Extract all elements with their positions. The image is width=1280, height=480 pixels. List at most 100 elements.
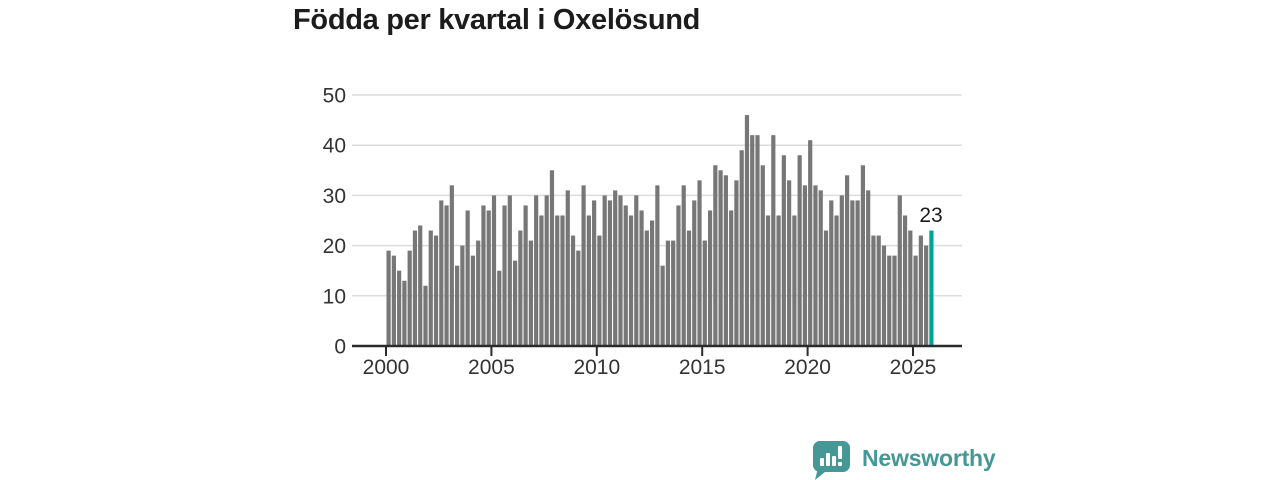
bar <box>576 250 581 346</box>
bar <box>829 200 834 346</box>
bar <box>787 180 792 346</box>
bar <box>534 195 539 346</box>
bar <box>555 215 560 346</box>
x-axis-tick-label: 2025 <box>890 356 937 379</box>
bar <box>744 115 750 346</box>
y-axis-tick-label: 20 <box>323 235 346 258</box>
bars <box>386 115 934 346</box>
bar <box>539 215 544 346</box>
bar <box>760 165 765 346</box>
bar <box>628 215 634 346</box>
newsworthy-logo-icon <box>813 441 850 480</box>
bar <box>412 230 418 346</box>
bar <box>581 185 586 346</box>
bar <box>476 240 481 346</box>
bar <box>528 240 533 346</box>
brand-name: Newsworthy <box>862 445 996 471</box>
bar <box>549 170 555 346</box>
bar <box>655 185 660 346</box>
bar <box>776 215 781 346</box>
bar <box>850 200 855 346</box>
bar <box>444 205 449 346</box>
bar <box>702 240 707 346</box>
bar <box>866 190 871 346</box>
y-axis-tick-label: 50 <box>323 85 346 108</box>
x-axis-tick-label: 2010 <box>573 356 620 379</box>
bar <box>439 200 444 346</box>
bar <box>681 185 686 346</box>
x-axis-tick-label: 2020 <box>784 356 831 379</box>
bar <box>729 210 734 346</box>
bar <box>871 235 876 346</box>
bar <box>602 195 607 346</box>
bar <box>860 165 865 346</box>
bar <box>433 235 439 346</box>
bar <box>423 285 428 346</box>
bar <box>470 255 476 346</box>
y-axis-tick-label: 10 <box>323 285 346 308</box>
bar <box>797 155 802 346</box>
bar <box>671 240 676 346</box>
bar <box>918 235 923 346</box>
highlighted-bar <box>929 230 934 346</box>
bar <box>660 265 665 346</box>
bar <box>523 205 528 346</box>
bar <box>839 195 844 346</box>
bar <box>455 265 460 346</box>
bar <box>734 180 739 346</box>
bar <box>560 215 565 346</box>
bar <box>697 180 702 346</box>
x-axis-tick-label: 2000 <box>363 356 410 379</box>
bar <box>391 255 396 346</box>
bar <box>613 190 618 346</box>
bar <box>586 215 591 346</box>
bar <box>623 205 628 346</box>
bar <box>750 135 755 346</box>
bar <box>491 195 497 346</box>
bar <box>813 185 818 346</box>
bar <box>512 260 518 346</box>
bar <box>507 195 512 346</box>
bar <box>639 210 644 346</box>
bar <box>686 230 692 346</box>
bar <box>607 200 613 346</box>
bar <box>428 230 433 346</box>
bar <box>565 190 570 346</box>
bar <box>739 150 744 346</box>
x-axis-ticks <box>385 347 914 356</box>
bar <box>544 195 549 346</box>
x-axis-labels: 2000 2005 2010 2015 2020 2025 <box>363 356 937 379</box>
bar <box>823 230 829 346</box>
bar <box>618 195 623 346</box>
bar <box>718 170 723 346</box>
bar <box>713 165 718 346</box>
bar <box>707 210 713 346</box>
bar <box>676 205 681 346</box>
bar <box>892 255 897 346</box>
y-axis-tick-label: 0 <box>334 336 346 359</box>
bar <box>650 220 655 346</box>
bar <box>486 210 491 346</box>
y-axis-tick-label: 40 <box>323 135 346 158</box>
brand-lockup: Newsworthy <box>812 441 996 480</box>
bar <box>913 255 918 346</box>
x-axis-tick-label: 2005 <box>468 356 515 379</box>
bar <box>481 205 486 346</box>
bar <box>876 235 881 346</box>
y-axis-tick-label: 30 <box>323 185 346 208</box>
bar <box>802 185 808 346</box>
bar <box>908 230 913 346</box>
bar <box>644 230 649 346</box>
bar <box>692 200 697 346</box>
bar <box>881 245 887 346</box>
bar <box>386 250 391 346</box>
bar <box>449 185 454 346</box>
last-value-label: 23 <box>919 204 942 227</box>
bar <box>407 250 412 346</box>
bar <box>460 245 465 346</box>
bar <box>781 155 786 346</box>
bar <box>723 175 728 346</box>
bar <box>418 225 423 346</box>
bar <box>844 175 850 346</box>
